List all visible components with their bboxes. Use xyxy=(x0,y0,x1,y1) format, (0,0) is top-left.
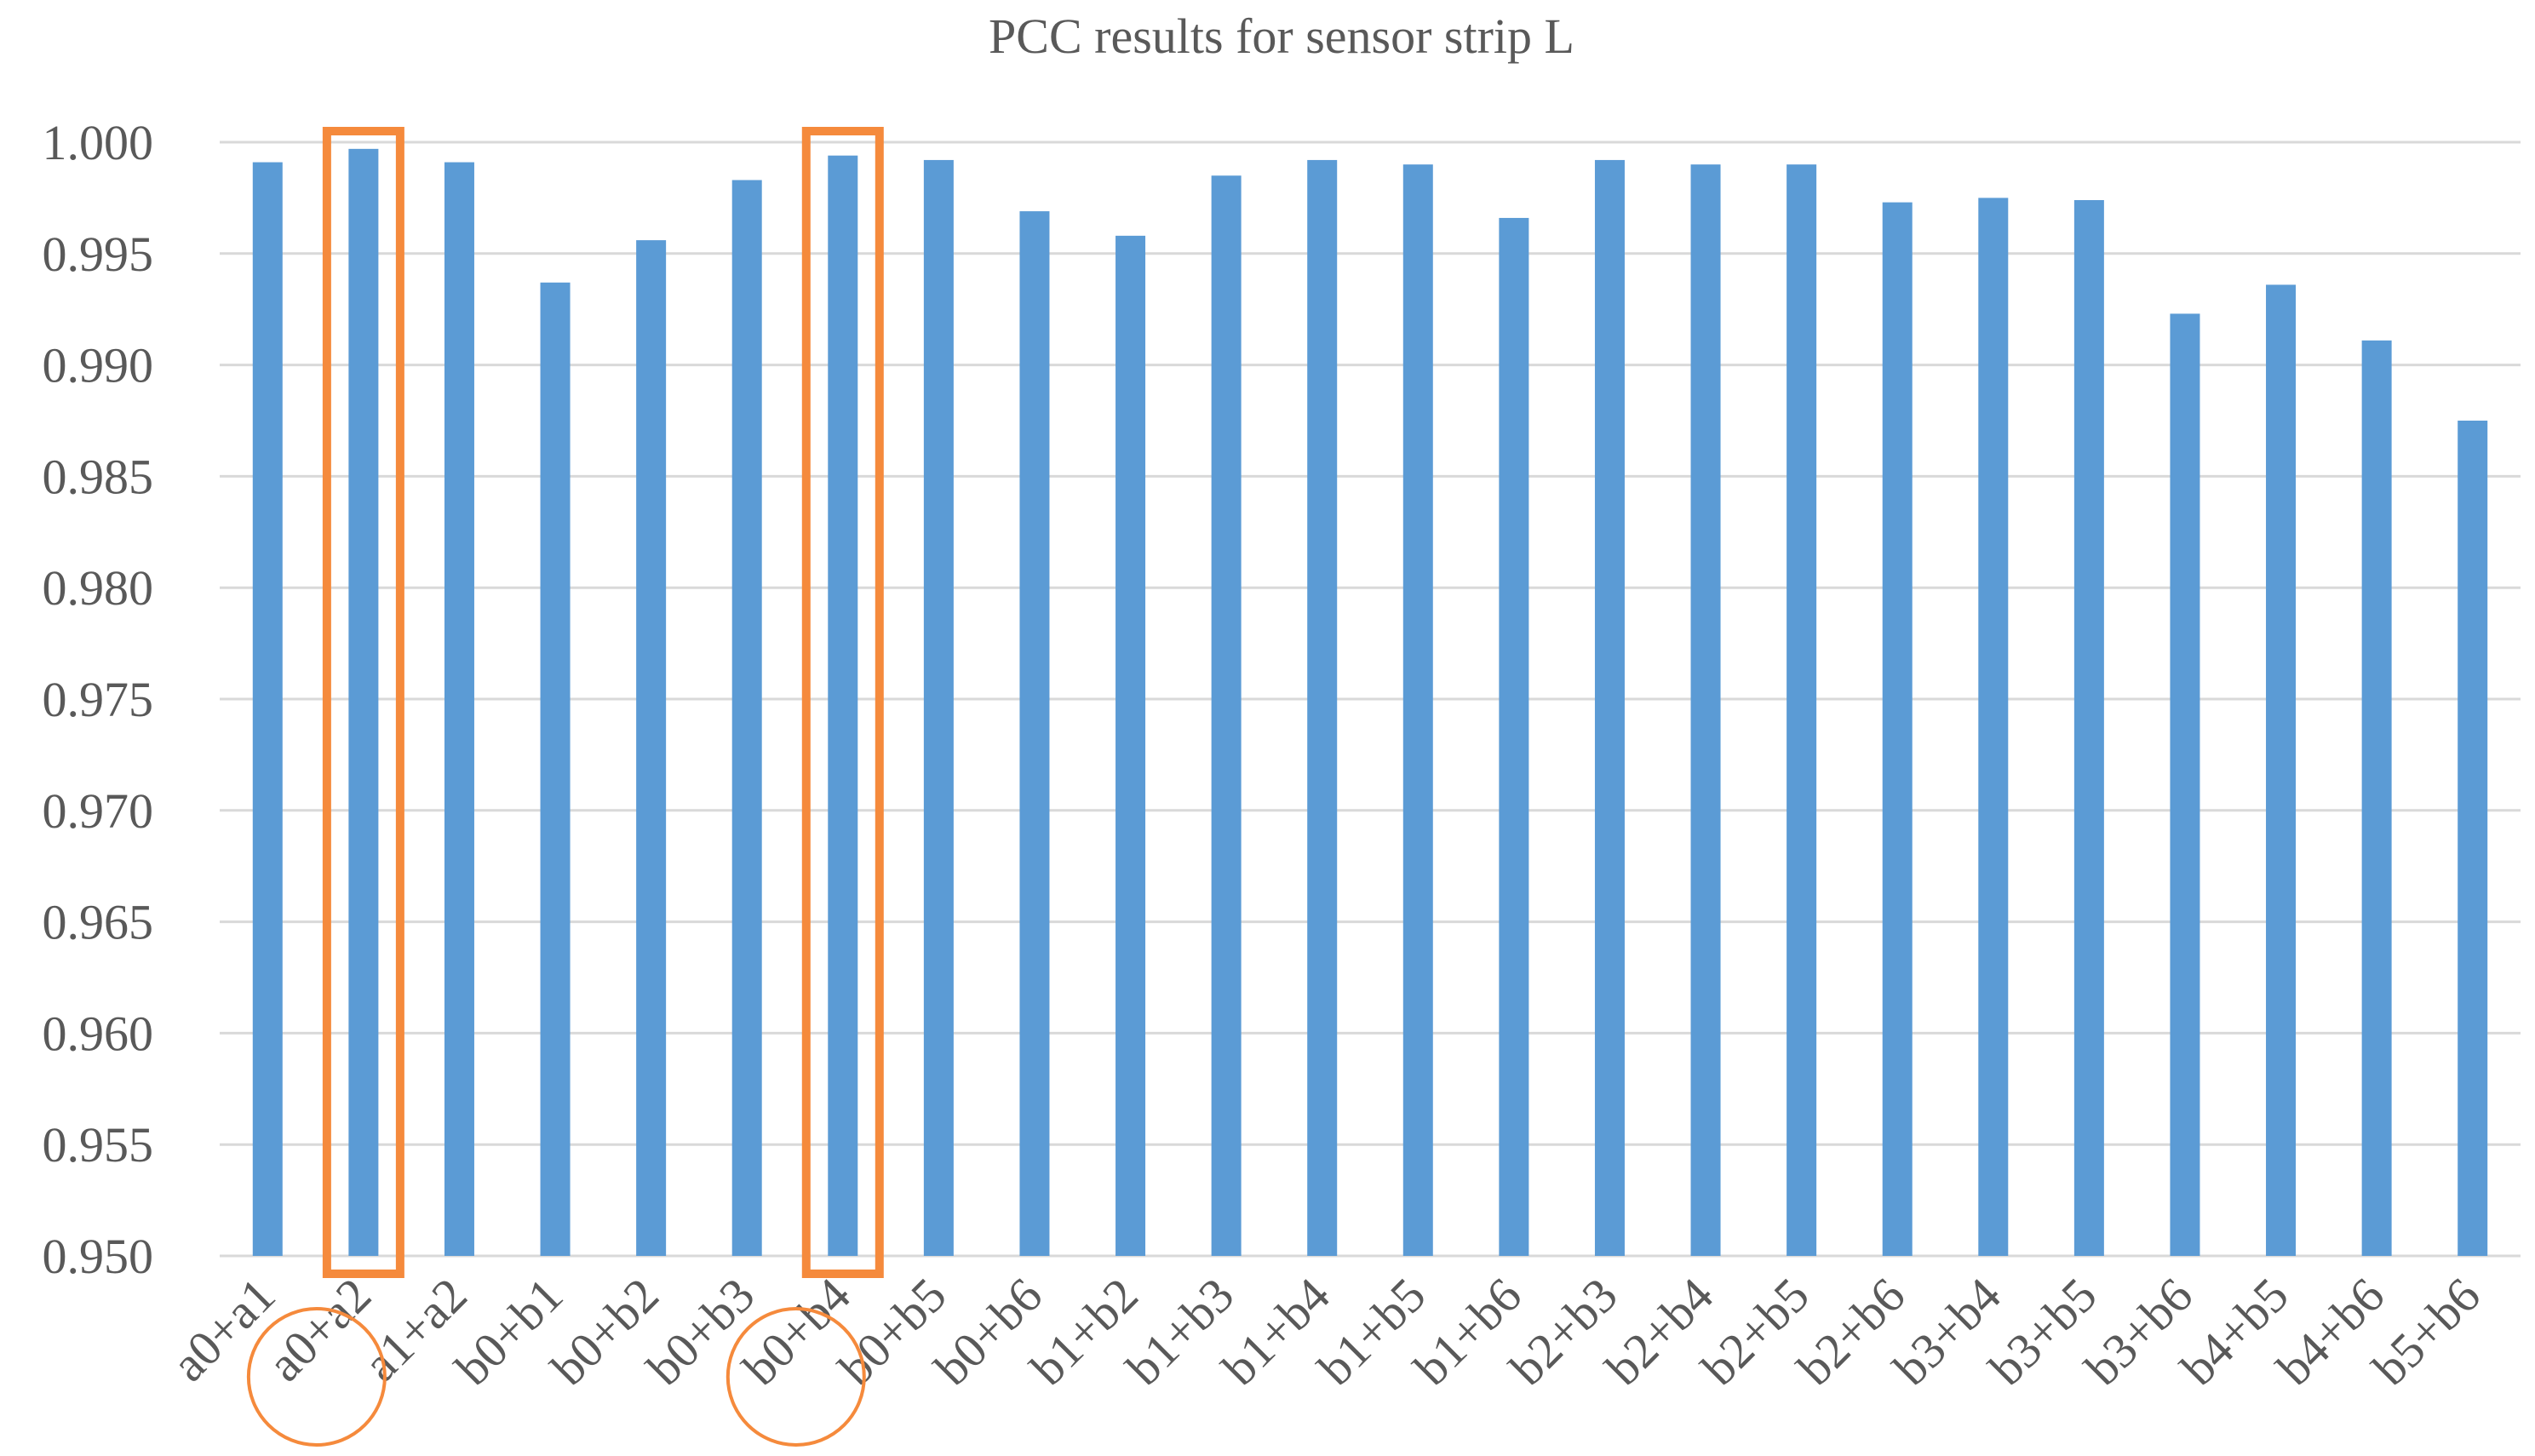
x-tick-label: b1+b3 xyxy=(1116,1267,1244,1396)
y-tick-label: 0.985 xyxy=(43,449,154,504)
y-tick-label: 0.980 xyxy=(43,560,154,616)
x-tick-label: b0+b1 xyxy=(444,1267,573,1396)
bar-b2-b6 xyxy=(1882,202,1913,1257)
bar-b0-b4 xyxy=(828,155,858,1256)
bar-b0-b3 xyxy=(731,180,762,1256)
highlight-annotations xyxy=(246,127,884,1447)
y-tick-label: 0.975 xyxy=(43,672,154,727)
y-tick-label: 1.000 xyxy=(43,115,154,170)
bar-b0-b5 xyxy=(923,159,954,1257)
bar-b2-b3 xyxy=(1594,159,1625,1257)
y-tick-label: 0.995 xyxy=(43,226,154,282)
bar-a1-a2 xyxy=(444,162,474,1257)
x-tick-label: b1+b2 xyxy=(1020,1267,1149,1396)
bar-b3-b5 xyxy=(2073,200,2104,1257)
bar-b1-b5 xyxy=(1402,164,1433,1256)
y-tick-label: 0.950 xyxy=(43,1229,154,1284)
bar-b5-b6 xyxy=(2458,421,2488,1256)
bar-b2-b4 xyxy=(1690,164,1721,1256)
x-tick-label: b0+b6 xyxy=(924,1267,1052,1396)
x-tick-label: b3+b5 xyxy=(1978,1267,2107,1396)
bar-a0-a1 xyxy=(252,162,283,1257)
x-tick-label: a1+a2 xyxy=(353,1267,478,1392)
x-tick-label: b1+b6 xyxy=(1403,1267,1532,1396)
y-tick-label: 0.955 xyxy=(43,1117,154,1172)
x-tick-label: b3+b6 xyxy=(2074,1267,2203,1396)
highlight-circle xyxy=(726,1307,866,1447)
bar-b1-b3 xyxy=(1211,175,1242,1257)
bar-b1-b2 xyxy=(1116,235,1146,1256)
highlight-box xyxy=(801,127,884,1278)
bar-b0-b6 xyxy=(1019,211,1050,1257)
bar-b1-b4 xyxy=(1307,159,1338,1257)
bar-b1-b6 xyxy=(1499,217,1529,1257)
gridlines xyxy=(220,140,2521,1258)
highlight-circle xyxy=(246,1307,387,1447)
highlight-box xyxy=(322,127,404,1278)
x-tick-label: b2+b4 xyxy=(1595,1267,1723,1396)
y-tick-label: 0.960 xyxy=(43,1006,154,1061)
bar-b3-b6 xyxy=(2170,313,2200,1256)
x-tick-label: b4+b6 xyxy=(2266,1267,2394,1396)
x-tick-label: b4+b5 xyxy=(2171,1267,2299,1396)
x-tick-label: b2+b5 xyxy=(1691,1267,1820,1396)
bar-b0-b1 xyxy=(540,282,571,1257)
x-tick-label: b3+b4 xyxy=(1883,1267,2011,1396)
bar-b3-b4 xyxy=(1978,198,2009,1256)
bar-b4-b6 xyxy=(2361,340,2392,1257)
x-tick-label: b0+b4 xyxy=(732,1267,861,1396)
bar-b4-b5 xyxy=(2266,284,2297,1256)
x-tick-label: b1+b4 xyxy=(1212,1267,1340,1396)
x-tick-label: b2+b6 xyxy=(1787,1267,1915,1396)
y-tick-label: 0.965 xyxy=(43,895,154,950)
y-tick-label: 0.990 xyxy=(43,338,154,393)
y-tick-label: 0.970 xyxy=(43,783,154,839)
bar-a0-a2 xyxy=(348,148,379,1256)
x-tick-label: b1+b5 xyxy=(1307,1267,1436,1396)
x-tick-label: b5+b6 xyxy=(2362,1267,2491,1396)
bar-b0-b2 xyxy=(636,240,667,1256)
x-tick-label: b0+b2 xyxy=(541,1267,669,1396)
x-tick-label: a0+a2 xyxy=(257,1267,382,1392)
x-tick-label: b2+b3 xyxy=(1500,1267,1628,1396)
x-axis-tick-labels: a0+a1a0+a2a1+a2b0+b1b0+b2b0+b3b0+b4b0+b5… xyxy=(161,1267,2491,1396)
y-axis-tick-labels: 0.950 0.955 0.960 0.965 0.970 0.975 0.980 0.985… xyxy=(43,115,154,1284)
bar-b2-b5 xyxy=(1787,164,1817,1256)
bars xyxy=(252,148,2488,1257)
chart-title: PCC results for sensor strip L xyxy=(989,9,1574,64)
